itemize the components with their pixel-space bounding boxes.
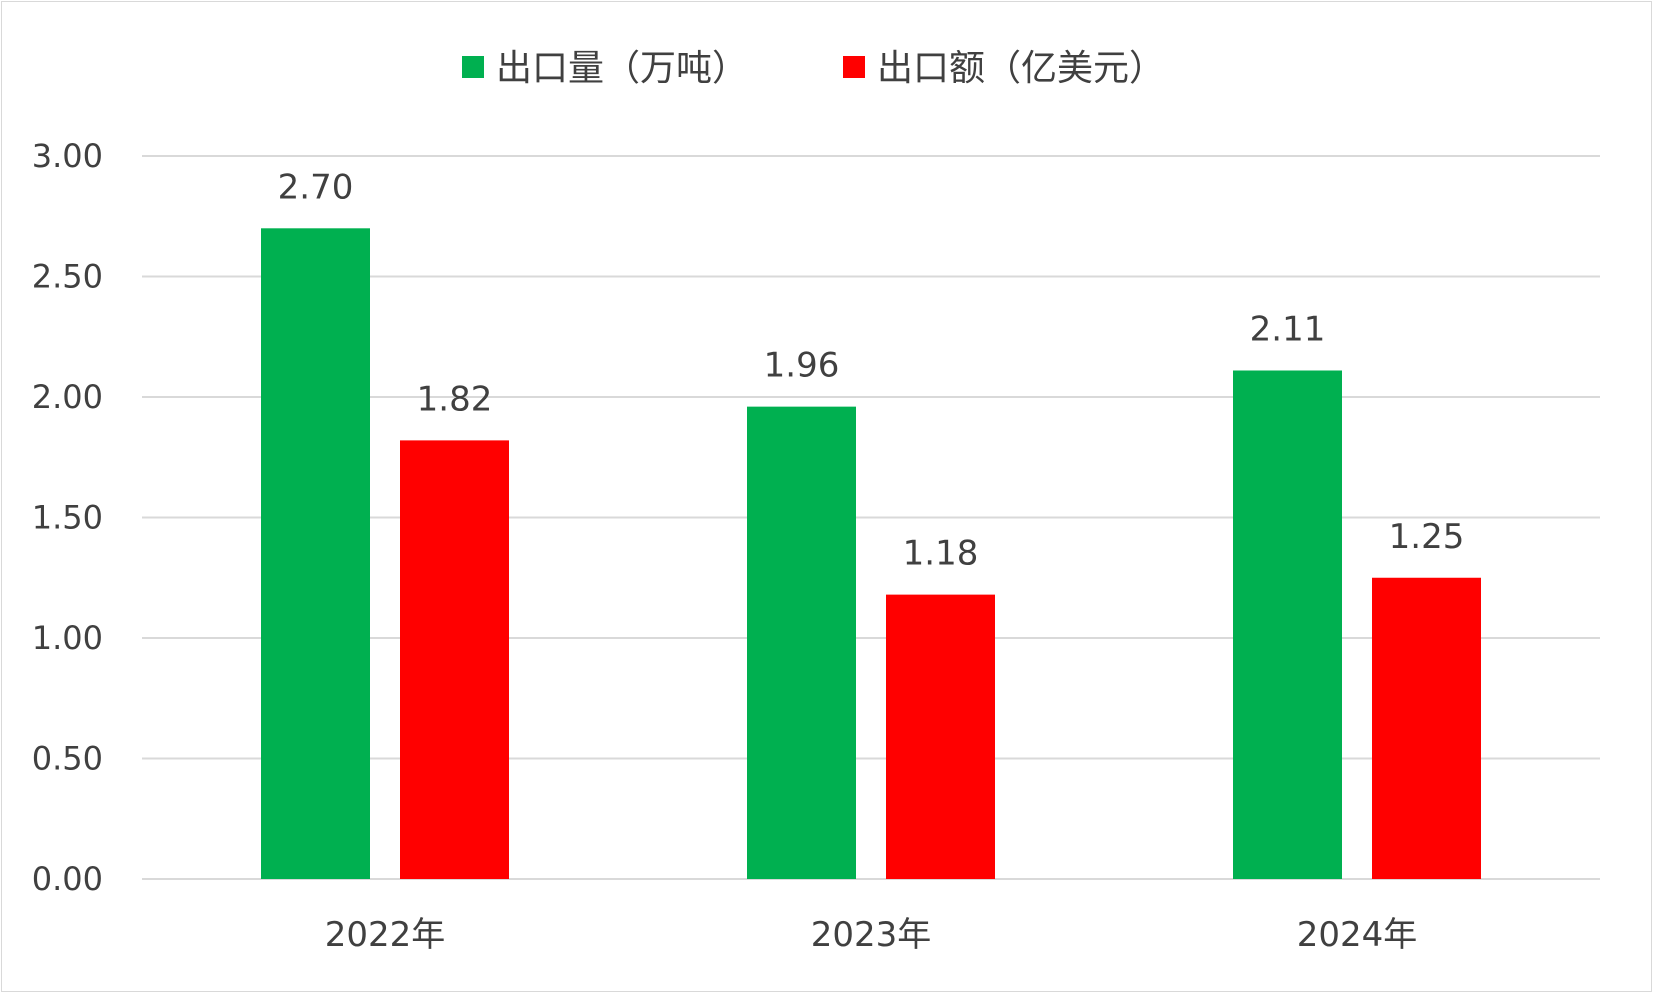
x-tick-label: 2024年 <box>1297 915 1418 955</box>
y-tick-label: 0.50 <box>32 740 103 778</box>
x-tick-label: 2022年 <box>325 915 446 955</box>
y-tick-label: 2.50 <box>32 258 103 296</box>
data-label: 2.70 <box>278 167 354 207</box>
gridlines <box>142 155 1600 880</box>
data-label: 1.25 <box>1389 517 1465 557</box>
bar-volume <box>261 228 370 880</box>
data-label: 2.11 <box>1250 309 1326 349</box>
bars <box>261 228 1481 880</box>
y-tick-label: 3.00 <box>32 137 103 175</box>
legend-swatch <box>462 56 484 78</box>
y-tick-label: 1.00 <box>32 619 103 657</box>
y-tick-label: 1.50 <box>32 499 103 537</box>
legend-label: 出口量（万吨） <box>496 48 748 89</box>
x-tick-label: 2023年 <box>811 915 932 955</box>
bar-value <box>1372 577 1481 879</box>
data-label: 1.18 <box>903 534 979 574</box>
bar-volume <box>1233 370 1342 879</box>
data-label: 1.82 <box>417 379 493 419</box>
legend-label: 出口额（亿美元） <box>877 48 1165 89</box>
bar-value <box>400 440 509 879</box>
y-axis: 0.00 0.50 1.00 1.50 2.00 2.50 3.00 <box>32 137 103 898</box>
y-tick-label: 2.00 <box>32 378 103 416</box>
legend: 出口量（万吨） 出口额（亿美元） <box>462 48 1165 89</box>
data-label: 1.96 <box>764 346 840 386</box>
y-tick-label: 0.00 <box>32 860 103 898</box>
bar-volume <box>747 406 856 879</box>
legend-swatch <box>843 56 865 78</box>
data-labels: 2.70 1.82 1.96 1.18 2.11 1.25 <box>278 167 1465 573</box>
x-axis: 2022年 2023年 2024年 <box>325 915 1418 955</box>
bar-value <box>886 594 995 879</box>
